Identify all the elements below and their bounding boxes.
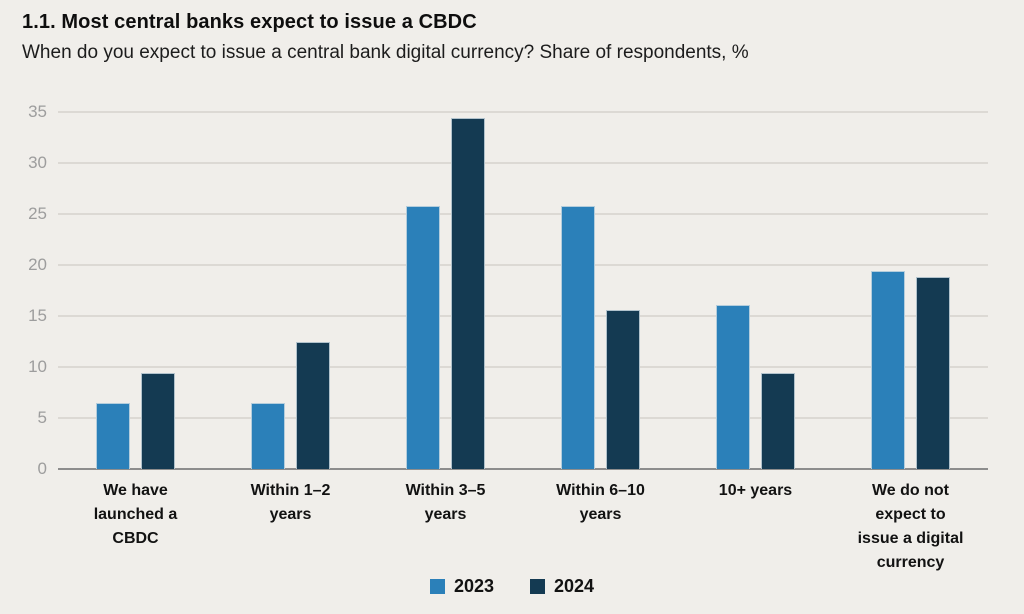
- plot-area: 0 5 10 15 20 25 30 35: [28, 102, 988, 478]
- legend-swatch-2024: [530, 579, 545, 594]
- legend-swatch-2023: [429, 579, 445, 594]
- gridline: [58, 315, 988, 317]
- gridline: [58, 264, 988, 266]
- gridline: [58, 162, 988, 164]
- gridline: [58, 111, 988, 113]
- bar-2023: [251, 402, 285, 469]
- legend-label-2023: 2023: [453, 576, 494, 596]
- legend-item-2023: 2023: [429, 576, 494, 597]
- bar-2023: [561, 205, 595, 469]
- y-axis-tick-label: 5: [37, 408, 47, 427]
- bar-2023: [871, 271, 905, 469]
- bar-group: [833, 112, 988, 469]
- bar-group: [368, 112, 523, 469]
- x-axis-baseline: [58, 468, 988, 470]
- y-axis-tick-label: 15: [28, 306, 47, 325]
- bar-2024: [916, 277, 950, 469]
- bar-group: [58, 112, 213, 469]
- y-axis-tick-label: 30: [28, 153, 47, 172]
- bar-2024: [451, 118, 485, 469]
- bar-2024: [761, 373, 795, 469]
- x-axis-category-labels: We have launched a CBDC Within 1–2 years W…: [58, 479, 988, 575]
- bar-group: [678, 112, 833, 469]
- bar-groups: [58, 112, 988, 469]
- y-axis-tick-label: 25: [28, 204, 47, 223]
- legend-label-2024: 2024: [554, 576, 595, 596]
- bar-2023: [406, 205, 440, 469]
- category-label: We have launched a CBDC: [93, 482, 178, 547]
- category-label: 10+ years: [718, 482, 793, 499]
- gridline: [58, 417, 988, 419]
- legend: 2023 2024: [0, 576, 1024, 597]
- chart-title: 1.1. Most central banks expect to issue …: [22, 11, 477, 33]
- chart-subtitle: When do you expect to issue a central ba…: [22, 42, 749, 63]
- category-label: Within 6–10 years: [556, 482, 645, 523]
- y-axis-tick-label: 10: [28, 357, 47, 376]
- category-label: We do not expect to issue a digital curr…: [857, 482, 964, 571]
- bar-group: [523, 112, 678, 469]
- gridline: [58, 213, 988, 215]
- gridline: [58, 366, 988, 368]
- y-axis-tick-label: 35: [28, 102, 47, 121]
- bar-2023: [716, 304, 750, 469]
- bar-2024: [606, 309, 640, 469]
- y-axis-tick-label: 0: [37, 459, 47, 478]
- bar-2023: [96, 402, 130, 469]
- y-axis-tick-label: 20: [28, 255, 47, 274]
- legend-item-2024: 2024: [530, 576, 594, 597]
- bar-2024: [296, 341, 330, 469]
- bar-group: [213, 112, 368, 469]
- category-label: Within 3–5 years: [405, 482, 486, 523]
- category-label: Within 1–2 years: [250, 482, 331, 523]
- bar-2024: [141, 373, 175, 469]
